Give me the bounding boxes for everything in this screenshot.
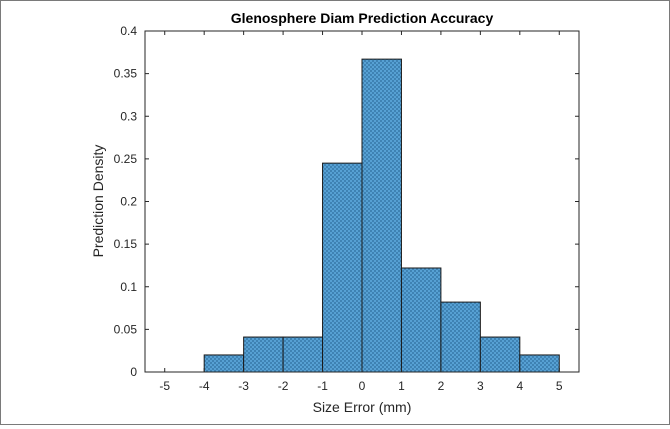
histogram-bar-3	[322, 162, 363, 373]
x-tick-label: -4	[199, 379, 210, 393]
histogram-bar-5	[400, 267, 442, 373]
y-tick-label: 0.25	[114, 152, 138, 166]
x-tick-label: 2	[438, 379, 445, 393]
x-axis-ticks: -5 -4 -3 -2 -1 0 1 2 3 4 5	[159, 31, 563, 393]
chart-title: Glenosphere Diam Prediction Accuracy	[231, 10, 494, 26]
x-tick-label: -3	[238, 379, 249, 393]
y-tick-label: 0.1	[120, 280, 137, 294]
y-tick-label: 0.15	[114, 237, 138, 251]
histogram-bar-1	[243, 336, 284, 373]
x-tick-label: 4	[516, 379, 523, 393]
y-tick-label: 0.4	[120, 24, 137, 38]
x-tick-label: 1	[398, 379, 405, 393]
y-tick-label: 0.3	[120, 109, 137, 123]
histogram-bar-8	[519, 354, 560, 373]
histogram-bar-2	[282, 336, 324, 373]
y-axis-ticks: 0 0.05 0.1 0.15 0.2 0.25 0.3 0.35 0.4	[114, 24, 579, 379]
x-tick-label: -2	[278, 379, 289, 393]
y-tick-label: 0	[130, 365, 137, 379]
x-tick-label: 5	[556, 379, 563, 393]
y-axis-label: Prediction Density	[90, 145, 106, 258]
histogram-bar-4	[361, 58, 402, 373]
x-tick-label: 3	[477, 379, 484, 393]
x-axis-label: Size Error (mm)	[313, 399, 412, 415]
y-tick-label: 0.05	[114, 322, 138, 336]
x-tick-label: -1	[317, 379, 328, 393]
y-tick-label: 0.35	[114, 67, 138, 81]
histogram-bar-0	[203, 354, 245, 373]
x-tick-label: -5	[159, 379, 170, 393]
y-tick-label: 0.2	[120, 195, 137, 209]
x-tick-label: 0	[359, 379, 366, 393]
bars-layer	[203, 58, 560, 373]
histogram-bar-6	[440, 301, 481, 373]
histogram-bar-7	[479, 336, 521, 373]
